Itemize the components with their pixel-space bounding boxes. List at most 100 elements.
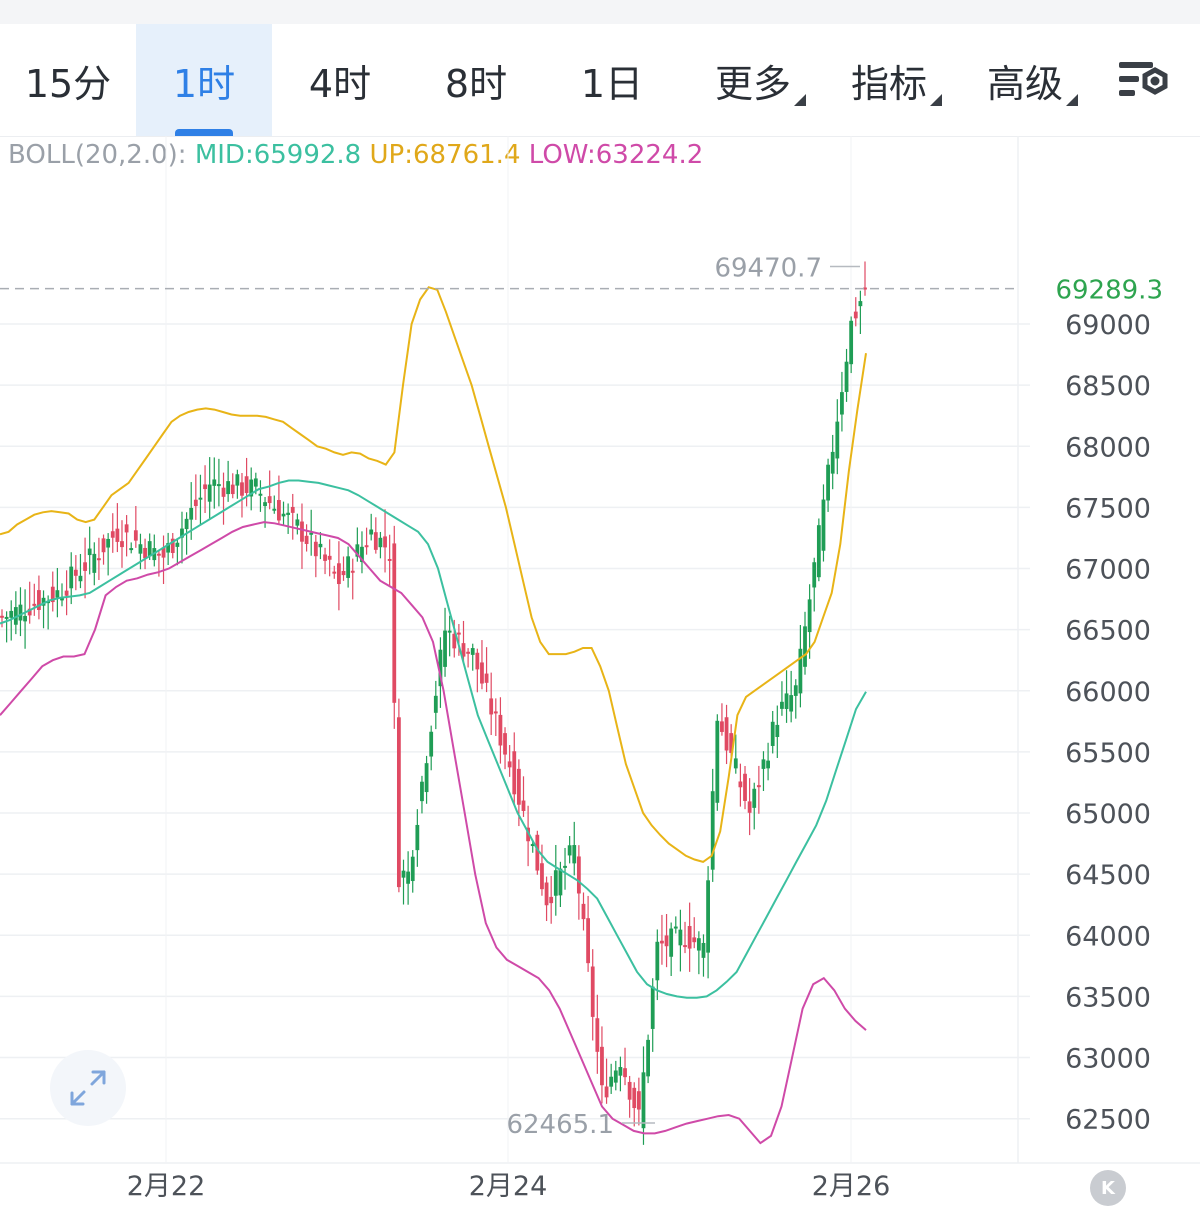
dropdown-corner-icon: [1066, 94, 1078, 106]
candle-body: [863, 287, 867, 290]
last-price-tag: [1020, 266, 1198, 311]
candle-body: [443, 630, 447, 667]
candle-body: [327, 555, 332, 560]
candle-body: [613, 1070, 618, 1083]
candle-body: [392, 543, 397, 703]
candle-body: [710, 791, 715, 870]
candle-body: [383, 536, 387, 548]
candle-body: [4, 616, 9, 619]
candle-body: [812, 562, 817, 588]
candle-body: [840, 392, 844, 415]
tab-8hour[interactable]: 8时: [408, 24, 544, 136]
candle-body: [618, 1067, 623, 1076]
candle-body: [660, 940, 664, 944]
candle-body: [180, 528, 184, 538]
candle-body: [226, 481, 231, 495]
candle-body: [378, 537, 383, 548]
candle-body: [286, 512, 291, 515]
tab-more[interactable]: 更多: [700, 24, 806, 136]
expand-arrows-icon[interactable]: [50, 1050, 126, 1126]
x-tick-label: 2月24: [469, 1171, 548, 1202]
candle-body: [235, 474, 240, 486]
candle-body: [641, 1072, 646, 1129]
candle-body: [244, 476, 249, 494]
candle-body: [780, 701, 784, 709]
tab-1hour[interactable]: 1时: [136, 24, 272, 136]
x-axis: 2月22 2月24 2月26: [127, 1171, 891, 1202]
tab-1day[interactable]: 1日: [544, 24, 680, 136]
candle-body: [290, 506, 295, 513]
candle-body: [341, 570, 346, 576]
candle-body: [401, 870, 406, 878]
candle-body: [729, 733, 734, 753]
candle-body: [544, 882, 549, 906]
y-tick-label: 68500: [1065, 371, 1151, 402]
tab-label: 指标: [850, 61, 927, 106]
candle-body: [332, 571, 337, 574]
candle-body: [313, 541, 318, 557]
candle-body: [636, 1091, 641, 1110]
candle-body: [207, 484, 212, 502]
candle-body: [110, 531, 115, 538]
candle-body: [87, 548, 92, 556]
candle-body: [69, 566, 74, 589]
candle-body: [793, 685, 798, 696]
candle-body: [41, 597, 46, 606]
candle-body: [276, 500, 281, 521]
tab-advanced[interactable]: 高级: [972, 24, 1078, 136]
chart-grid: [0, 136, 1200, 1164]
candle-body: [701, 942, 706, 958]
tab-label: 1时: [172, 61, 236, 106]
candle-body: [830, 451, 835, 474]
candle-body: [272, 508, 277, 511]
candle-body: [175, 542, 180, 547]
candle-body: [798, 648, 803, 694]
boll-lower-band: [0, 521, 867, 1145]
candle-body: [761, 759, 766, 769]
candle-body: [133, 530, 138, 541]
candle-body: [115, 528, 120, 542]
candlestick-series: [0, 261, 867, 1145]
candle-body: [456, 632, 461, 635]
candle-body: [720, 721, 724, 732]
tab-indicators[interactable]: 指标: [836, 24, 942, 136]
tab-4hour[interactable]: 4时: [272, 24, 408, 136]
candle-body: [816, 525, 821, 578]
high-marker-label: 69470.7: [714, 253, 822, 283]
candle-body: [166, 543, 171, 553]
tab-15min[interactable]: 15分: [0, 24, 136, 136]
candle-body: [300, 521, 304, 542]
candle-body: [858, 301, 863, 307]
candle-body: [410, 856, 415, 882]
candle-body: [230, 484, 235, 495]
k-button-label: K: [1101, 1177, 1115, 1199]
boll-middle-band: [0, 479, 867, 999]
candle-body: [198, 497, 203, 500]
tab-label: 4时: [308, 61, 372, 106]
candle-body: [724, 717, 729, 751]
candle-body: [480, 662, 484, 684]
candle-body: [447, 630, 452, 633]
chart-settings-icon[interactable]: [1105, 24, 1185, 136]
candle-body: [438, 649, 443, 687]
x-tick-label: 2月26: [812, 1171, 891, 1202]
boll-up: UP:68761.4: [369, 140, 521, 170]
candle-body: [747, 801, 752, 813]
candle-body: [37, 590, 41, 610]
y-tick-label: 67000: [1065, 555, 1151, 586]
candle-body: [360, 546, 364, 563]
candle-body: [189, 507, 194, 520]
candle-body: [258, 493, 263, 496]
candle-body: [586, 918, 591, 964]
x-tick-label: 2月22: [127, 1171, 206, 1202]
y-tick-label: 64000: [1065, 921, 1151, 952]
y-tick-label: 62500: [1065, 1105, 1151, 1136]
y-tick-label: 68000: [1065, 432, 1151, 463]
candle-body: [516, 768, 521, 805]
candle-body: [853, 311, 858, 319]
candle-body: [267, 496, 272, 504]
candle-body: [844, 361, 849, 392]
k-button[interactable]: K: [1090, 1170, 1126, 1206]
candle-body: [484, 673, 489, 683]
